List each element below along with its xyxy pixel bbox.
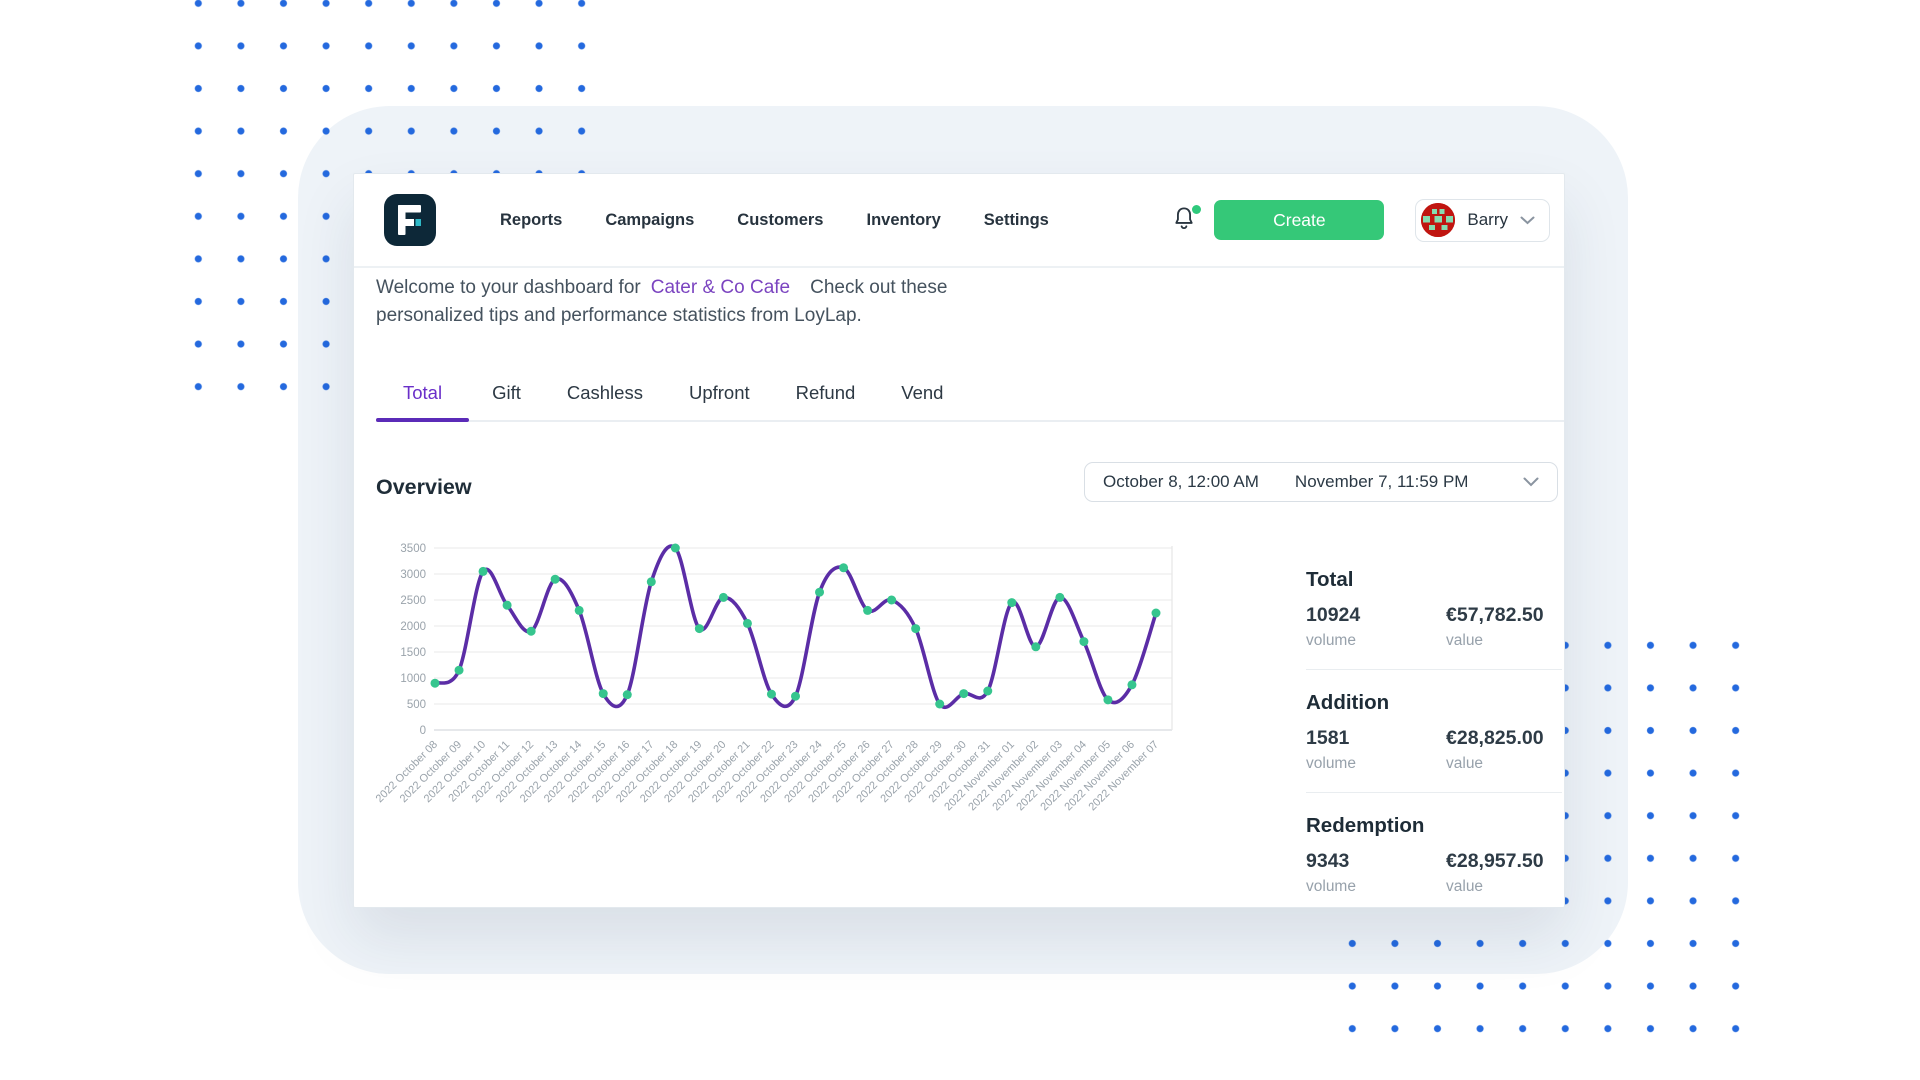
date-range-end: November 7, 11:59 PM (1294, 472, 1469, 491)
svg-text:0: 0 (420, 725, 426, 737)
tab-vend[interactable]: Vend (901, 382, 944, 403)
date-range-start: October 8, 12:00 AM (1103, 472, 1259, 491)
svg-text:500: 500 (407, 699, 426, 711)
stat-volume-label: volume (1306, 878, 1356, 895)
header-actions: Create Barry (1171, 198, 1550, 242)
top-nav-bar: Reports Campaigns Customers Inventory Se… (354, 174, 1564, 268)
svg-text:2500: 2500 (400, 595, 426, 607)
report-type-tabs: Total Gift Cashless Upfront Refund Vend (376, 366, 1564, 422)
stat-title: Total (1306, 568, 1354, 591)
stat-block-redemption: Redemption 9343 €28,957.50 volume value (1306, 814, 1562, 896)
merchant-link[interactable]: Cater & Co Cafe (650, 277, 791, 298)
nav-item-reports[interactable]: Reports (500, 210, 563, 229)
overview-heading: Overview (376, 475, 472, 499)
stat-volume: 9343 (1306, 850, 1350, 872)
chevron-down-icon (1523, 477, 1539, 487)
divider (1306, 792, 1562, 793)
bell-icon (1175, 207, 1193, 229)
stat-block-addition: Addition 1581 €28,825.00 volume value (1306, 691, 1562, 773)
stat-value: €57,782.50 (1446, 604, 1544, 626)
stat-value-label: value (1446, 878, 1484, 895)
svg-text:1500: 1500 (400, 647, 426, 659)
nav-item-campaigns[interactable]: Campaigns (605, 210, 695, 229)
avatar (1421, 203, 1456, 237)
stat-title: Redemption (1306, 814, 1425, 837)
nav-item-inventory[interactable]: Inventory (866, 210, 941, 229)
user-name: Barry (1467, 210, 1508, 229)
notification-dot (1192, 205, 1202, 214)
stat-volume-label: volume (1306, 632, 1356, 649)
stat-value: €28,825.00 (1446, 727, 1544, 749)
divider (1306, 669, 1562, 670)
user-menu[interactable]: Barry (1415, 198, 1550, 242)
notifications-button[interactable] (1171, 204, 1202, 236)
date-range-picker[interactable]: October 8, 12:00 AM November 7, 11:59 PM (1084, 462, 1558, 502)
welcome-message: Welcome to your dashboard for Cater & Co … (376, 274, 961, 329)
stats-summary: Total 10924 €57,782.50 volume value Addi… (1306, 568, 1562, 896)
overview-line-chart: 0 500 1000 1500 2000 2500 3000 3500 2022 October… (374, 534, 1194, 879)
stat-value-label: value (1446, 755, 1484, 772)
stat-volume: 10924 (1306, 604, 1361, 626)
stat-volume: 1581 (1306, 727, 1350, 749)
svg-text:2000: 2000 (400, 621, 426, 633)
tab-upfront[interactable]: Upfront (688, 382, 750, 403)
loylap-logo[interactable] (384, 194, 436, 246)
main-navigation: Reports Campaigns Customers Inventory Se… (500, 211, 1049, 230)
logo-f-icon (384, 194, 436, 246)
svg-text:3500: 3500 (400, 543, 426, 555)
welcome-text-before: Welcome to your dashboard for (376, 277, 641, 298)
chevron-down-icon (1520, 216, 1535, 224)
tab-gift[interactable]: Gift (492, 382, 521, 403)
svg-text:1000: 1000 (400, 673, 426, 685)
stat-value-label: value (1446, 632, 1484, 649)
stat-title: Addition (1306, 691, 1390, 714)
stat-block-total: Total 10924 €57,782.50 volume value (1306, 568, 1562, 650)
nav-item-settings[interactable]: Settings (983, 210, 1049, 229)
nav-item-customers[interactable]: Customers (737, 210, 824, 229)
create-button[interactable]: Create (1214, 200, 1385, 240)
welcome-text-after: Check out these personalized tips and pe… (376, 277, 948, 326)
tab-refund[interactable]: Refund (795, 382, 856, 403)
dashboard-card: Reports Campaigns Customers Inventory Se… (353, 173, 1565, 908)
svg-text:3000: 3000 (400, 569, 426, 581)
stat-volume-label: volume (1306, 755, 1356, 772)
tab-total[interactable]: Total (376, 366, 470, 422)
tab-cashless[interactable]: Cashless (566, 382, 643, 403)
stat-value: €28,957.50 (1446, 850, 1544, 872)
